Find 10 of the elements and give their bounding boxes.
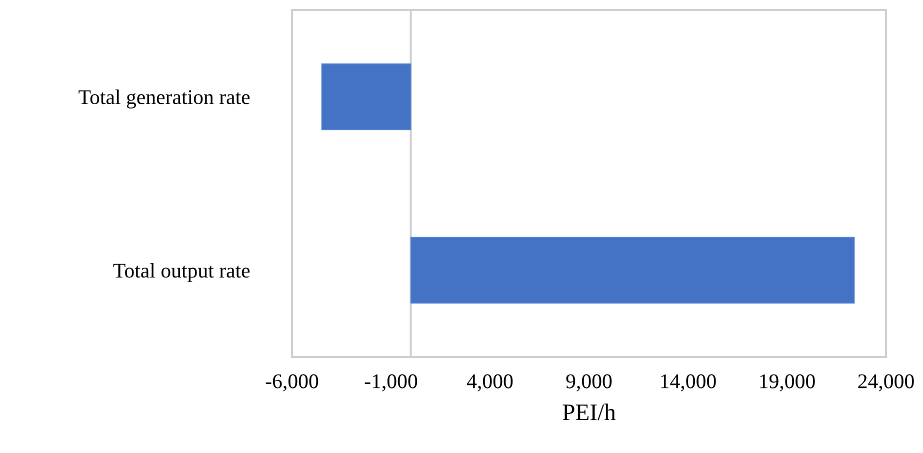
x-tick-label: 19,000 xyxy=(760,374,815,392)
x-tick-label: -6,000 xyxy=(266,374,318,392)
x-tick-label: 14,000 xyxy=(661,374,716,392)
x-tick-label: -1,000 xyxy=(364,374,418,392)
x-tick-label: 9,000 xyxy=(566,374,612,392)
x-axis-title: PEI/h xyxy=(562,404,616,420)
x-tick-label: 4,000 xyxy=(466,374,513,392)
y-tick-label: Total generation rate xyxy=(78,90,250,108)
y-tick-label: Total output rate xyxy=(113,263,250,282)
x-tick-label: 24,000 xyxy=(858,374,914,392)
